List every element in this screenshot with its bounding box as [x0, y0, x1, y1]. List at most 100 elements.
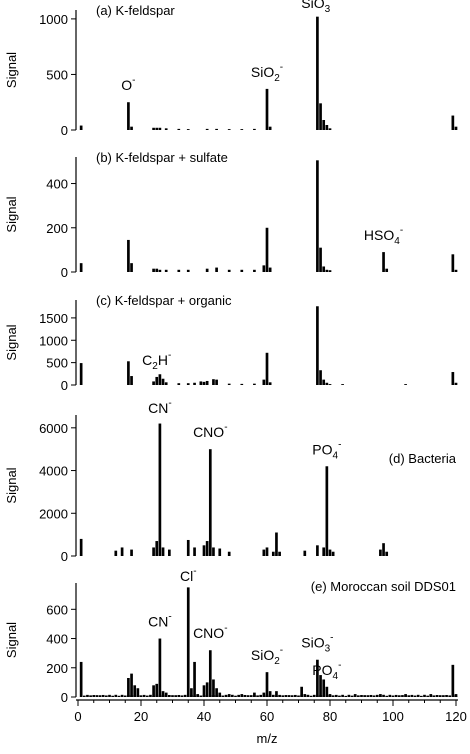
bar-mz-41 [205, 380, 209, 385]
noise-bar [82, 695, 86, 697]
noise-bar [312, 694, 316, 697]
peak-label: SiO3- [301, 0, 333, 15]
bar-mz-61 [268, 691, 272, 697]
bar-mz-119 [451, 254, 455, 272]
panel-title: (a) K-feldspar [96, 3, 175, 18]
bar-mz-56 [253, 692, 256, 697]
panel-a: 0 500 1000 Signal (a) K-feldspar O- SiO2- SiO3- [4, 0, 458, 138]
bar-mz-120 [454, 126, 458, 130]
panel-c: 0 500 1000 1500 Signal (c) K-feldspar + organ… [4, 293, 458, 393]
bar-mz-35 [186, 269, 190, 272]
bar-mz-112 [429, 694, 433, 697]
noise-bar [442, 695, 445, 697]
noise-bar [341, 694, 344, 697]
bar-mz-25 [155, 541, 159, 556]
bar-mz-45 [218, 692, 222, 697]
noise-bar [259, 694, 263, 697]
bar-mz-28 [164, 128, 168, 130]
noise-bar [221, 695, 225, 697]
x-tick-label: 80 [323, 709, 337, 724]
bar-mz-98 [385, 268, 389, 272]
noise-bar [89, 695, 92, 697]
bar-mz-32 [177, 383, 181, 385]
noise-bar [243, 694, 247, 697]
bar-mz-76 [316, 16, 319, 131]
bar-mz-60 [265, 88, 269, 130]
bar-mz-14 [120, 547, 124, 556]
panel-title: (e) Moroccan soil DDS01 [311, 579, 456, 594]
peak-label: C2H- [142, 350, 171, 372]
bar-mz-80 [328, 384, 332, 385]
bar-mz-77 [319, 675, 322, 697]
panel-title: (d) Bacteria [389, 451, 457, 466]
peak-label: CN- [148, 612, 172, 630]
x-tick-label: 0 [74, 709, 81, 724]
bar-mz-43 [212, 547, 215, 556]
noise-bar [256, 695, 259, 697]
bar-mz-77 [319, 370, 322, 385]
bar-mz-16 [127, 102, 130, 130]
bar-mz-71 [300, 686, 303, 697]
bar-mz-36 [190, 688, 193, 697]
noise-bar [284, 695, 288, 697]
bar-mz-79 [325, 125, 329, 130]
panel-d: 0 2000 4000 6000 Signal (d) Bacteria CN- CNO- PO… [4, 398, 457, 564]
noise-bar [111, 695, 114, 697]
bar-mz-17 [130, 376, 133, 385]
peak-label: PO4- [312, 660, 341, 682]
noise-bar [142, 694, 146, 697]
panel-title: (c) K-feldspar + organic [96, 293, 232, 308]
bar-mz-60 [265, 352, 269, 385]
noise-bar [357, 695, 360, 697]
bar-mz-63 [275, 532, 278, 556]
bar-mz-24 [152, 127, 155, 130]
peak-label: Cl- [180, 566, 197, 584]
noise-bar [199, 695, 203, 697]
bar-mz-26 [158, 374, 162, 385]
noise-bar [413, 695, 417, 697]
noise-bar [445, 694, 448, 697]
bar-mz-120 [454, 694, 458, 697]
y-tick-label: 400 [46, 177, 68, 192]
noise-bar [309, 695, 313, 697]
noise-bar [290, 695, 294, 697]
bar-mz-17 [130, 263, 133, 272]
bar-mz-37 [193, 382, 196, 385]
bar-mz-17 [130, 673, 133, 697]
y-tick-label: 4000 [39, 464, 68, 479]
bar-mz-18 [133, 685, 137, 697]
noise-bar [246, 695, 250, 697]
bar-mz-24 [152, 381, 155, 385]
bar-mz-80 [328, 694, 332, 697]
noise-bar [95, 695, 99, 697]
bar-mz-48 [227, 269, 231, 272]
x-axis: 0 20 40 60 80 100 120 m/z [74, 699, 467, 746]
noise-bar [350, 695, 354, 697]
noise-bar [105, 695, 108, 697]
noise-bar [410, 694, 414, 697]
y-tick-label: 6000 [39, 421, 68, 436]
bar-mz-28 [164, 269, 168, 272]
noise-bar [183, 694, 187, 697]
noise-bar [108, 694, 111, 697]
bar-mz-40 [202, 381, 206, 385]
bar-mz-41 [205, 682, 209, 697]
bar-mz-88 [353, 694, 357, 697]
y-axis-label: Signal [4, 324, 19, 360]
bar-mz-24 [152, 547, 155, 556]
bar-mz-42 [208, 650, 212, 697]
bar-mz-45 [218, 548, 222, 556]
bar-mz-61 [268, 126, 272, 130]
bar-mz-48 [227, 694, 231, 697]
noise-bar [92, 695, 96, 697]
noise-bar [281, 695, 285, 697]
noise-bar [168, 695, 171, 697]
bar-mz-28 [164, 382, 168, 385]
bar-mz-26 [158, 423, 162, 556]
bar-mz-61 [268, 382, 272, 385]
noise-bar [86, 694, 89, 697]
bar-mz-40 [202, 545, 206, 556]
bar-mz-35 [186, 129, 190, 130]
bar-mz-26 [158, 127, 162, 130]
bar-mz-37 [193, 547, 196, 556]
